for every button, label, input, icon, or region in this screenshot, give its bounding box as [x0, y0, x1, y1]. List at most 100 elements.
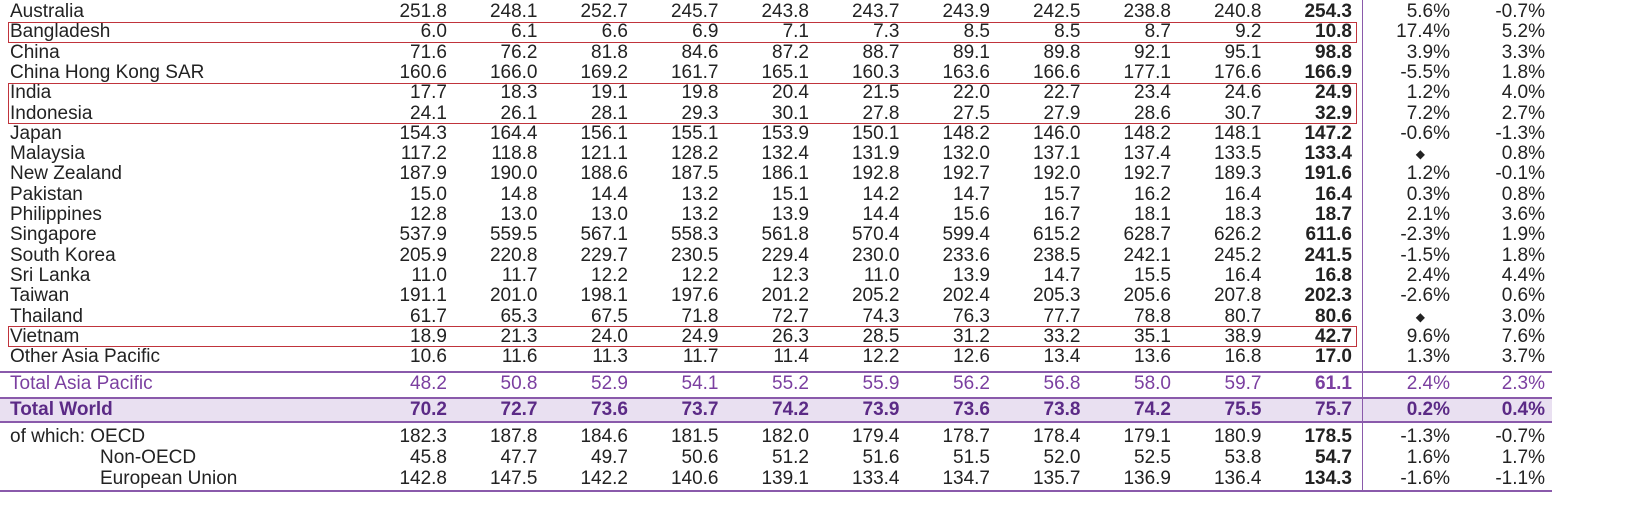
row-label: Thailand: [10, 305, 83, 327]
value-cell: 18.9: [410, 325, 447, 347]
value-cell: 160.3: [851, 61, 900, 83]
value-cell: 238.8: [1123, 1, 1171, 22]
rule: [0, 397, 1552, 399]
value-cell: 178.5: [1304, 426, 1352, 447]
value-cell: 13.0: [500, 204, 538, 225]
value-cell: 134.7: [942, 468, 990, 489]
value-cell: 42.7: [1315, 325, 1352, 347]
value-cell: 12.2: [862, 346, 900, 368]
change-cell: 5.2%: [1501, 21, 1545, 43]
value-cell: 73.9: [862, 398, 900, 420]
value-cell: 121.1: [580, 143, 628, 165]
column-divider: [1362, 0, 1363, 490]
change-cell: 1.2%: [1406, 163, 1450, 185]
value-cell: 21.5: [862, 82, 900, 104]
value-cell: 73.7: [681, 398, 719, 420]
change-cell: ◆: [1415, 309, 1425, 324]
value-cell: 17.7: [410, 82, 447, 104]
change-cell: 0.4%: [1501, 398, 1545, 420]
value-cell: 16.4: [1315, 183, 1352, 205]
change-cell: -1.1%: [1495, 468, 1545, 489]
value-cell: 205.9: [399, 244, 447, 266]
value-cell: 74.3: [862, 305, 900, 327]
value-cell: 233.6: [942, 244, 990, 266]
value-cell: 150.1: [851, 122, 900, 144]
value-cell: 18.1: [1134, 204, 1171, 225]
value-cell: 139.1: [761, 468, 809, 489]
value-cell: 24.0: [591, 325, 628, 347]
value-cell: 50.6: [681, 447, 719, 468]
value-cell: 131.9: [851, 143, 900, 165]
row-label: Bangladesh: [10, 21, 111, 43]
row-label: Philippines: [10, 204, 102, 225]
value-cell: 28.5: [862, 325, 900, 347]
value-cell: 11.7: [501, 264, 538, 286]
change-cell: 0.6%: [1501, 285, 1545, 307]
value-cell: 28.6: [1134, 102, 1171, 124]
value-cell: 142.8: [399, 468, 447, 489]
value-cell: 11.0: [863, 264, 900, 286]
value-cell: 537.9: [399, 224, 447, 246]
row-label: China Hong Kong SAR: [10, 61, 205, 83]
value-cell: 14.2: [862, 183, 900, 205]
value-cell: 161.7: [670, 61, 719, 83]
value-cell: 202.3: [1304, 285, 1352, 307]
value-cell: 12.2: [591, 264, 628, 286]
change-cell: -0.7%: [1495, 426, 1545, 447]
value-cell: 187.8: [489, 426, 538, 447]
value-cell: 164.4: [489, 122, 538, 144]
value-cell: 229.4: [761, 244, 809, 266]
value-cell: 80.7: [1224, 305, 1262, 327]
value-cell: 51.2: [772, 447, 809, 468]
change-cell: -1.6%: [1400, 468, 1450, 489]
value-cell: 559.5: [489, 224, 538, 246]
value-cell: 12.3: [772, 264, 809, 286]
value-cell: 117.2: [400, 143, 447, 165]
value-cell: 201.2: [761, 285, 809, 307]
value-cell: 243.8: [761, 1, 809, 22]
value-cell: 23.4: [1134, 82, 1171, 104]
value-cell: 65.3: [500, 305, 538, 327]
value-cell: 13.0: [591, 204, 628, 225]
value-cell: 16.8: [1315, 264, 1352, 286]
value-cell: 14.7: [953, 183, 990, 205]
value-cell: 61.1: [1315, 373, 1352, 394]
change-cell: -1.5%: [1400, 244, 1450, 266]
value-cell: 191.1: [399, 285, 447, 307]
change-cell: 3.9%: [1406, 41, 1450, 63]
value-cell: 35.1: [1134, 325, 1171, 347]
change-cell: 4.4%: [1501, 264, 1545, 286]
rule: [0, 421, 1552, 423]
value-cell: 27.9: [1043, 102, 1081, 124]
row-label: Australia: [10, 1, 84, 22]
value-cell: 72.7: [500, 398, 538, 420]
row-label: Malaysia: [10, 143, 85, 165]
world-band: [0, 398, 1552, 421]
value-cell: 89.1: [953, 41, 990, 63]
value-cell: 148.2: [942, 122, 990, 144]
value-cell: 22.7: [1043, 82, 1081, 104]
highlight-box: [8, 326, 1357, 347]
value-cell: 191.6: [1304, 163, 1352, 185]
value-cell: 30.1: [772, 102, 809, 124]
value-cell: 74.2: [772, 398, 809, 420]
row-label: Taiwan: [10, 285, 70, 307]
row-label: Pakistan: [10, 183, 83, 205]
value-cell: 192.8: [851, 163, 900, 185]
value-cell: 14.8: [500, 183, 538, 205]
value-cell: 18.3: [1224, 204, 1262, 225]
row-label: Indonesia: [10, 102, 93, 124]
rule: [0, 371, 1552, 373]
value-cell: 20.4: [772, 82, 809, 104]
change-cell: 1.8%: [1501, 61, 1545, 83]
value-cell: 166.6: [1032, 61, 1081, 83]
value-cell: 163.6: [942, 61, 990, 83]
value-cell: 14.4: [862, 204, 900, 225]
value-cell: 192.0: [1032, 163, 1081, 185]
value-cell: 567.1: [580, 224, 628, 246]
value-cell: 240.8: [1213, 1, 1262, 22]
change-cell: 17.4%: [1396, 21, 1450, 43]
value-cell: 16.4: [1224, 264, 1262, 286]
value-cell: 186.1: [761, 163, 809, 185]
value-cell: 166.9: [1304, 61, 1352, 83]
